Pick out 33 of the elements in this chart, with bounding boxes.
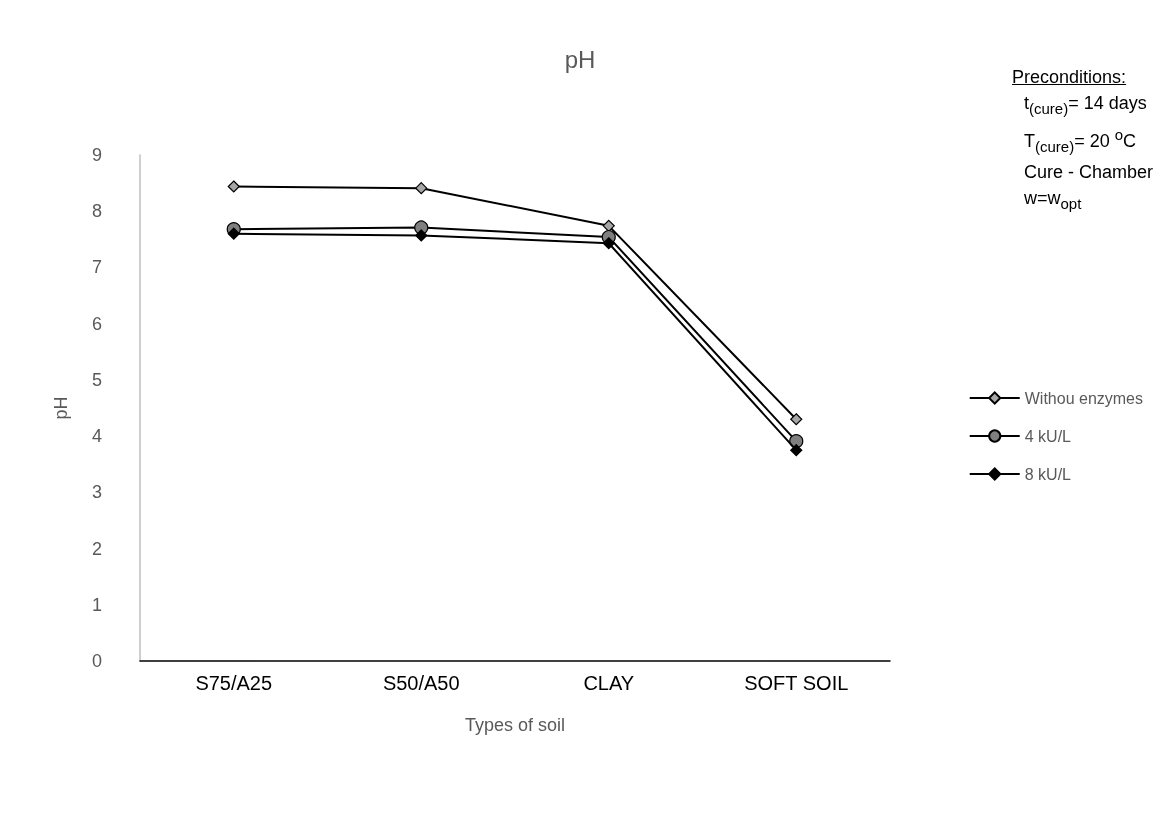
point [790, 444, 803, 457]
text: Preconditions: [1012, 66, 1128, 89]
chart-title: pH [564, 45, 596, 73]
point [227, 180, 240, 193]
y-axis-title: pH [51, 396, 71, 420]
point [227, 227, 240, 240]
y-tick-label: 0 [91, 651, 102, 671]
text: Cure - Chamber [1023, 161, 1154, 185]
y-tick-label: 4 [91, 426, 102, 447]
y-tick-label: 8 [91, 201, 102, 222]
text: T$_{(cure)}$= 20 $^{o}$C [1023, 124, 1138, 157]
y-tick-label: 6 [91, 313, 102, 334]
legend-label: 4 kU/L [1024, 427, 1072, 445]
x-tick-label: CLAY [583, 672, 635, 694]
y-tick-label: 9 [91, 145, 102, 165]
point [415, 182, 428, 195]
text: w=w$_{opt}$ [1023, 187, 1083, 214]
y-tick-label: 2 [91, 538, 102, 559]
y-tick-label: 1 [91, 594, 102, 615]
point [602, 237, 615, 250]
text: t$_{(cure)}$= 14 days [1023, 92, 1148, 119]
x-tick-label: S50/A50 [382, 672, 460, 694]
point [415, 229, 428, 242]
y-tick-label: 5 [91, 369, 102, 390]
point [790, 413, 803, 426]
x-tick-label: S75/A25 [195, 672, 273, 694]
y-tick-label: 3 [91, 482, 102, 503]
legend-label: 8 kU/L [1024, 465, 1072, 483]
x-tick-label: SOFT SOIL [744, 672, 849, 694]
point [602, 219, 615, 232]
x-axis-title: Types of soil [464, 715, 566, 735]
y-tick-label: 7 [91, 257, 102, 278]
legend-label: Withou enzymes [1024, 389, 1143, 407]
